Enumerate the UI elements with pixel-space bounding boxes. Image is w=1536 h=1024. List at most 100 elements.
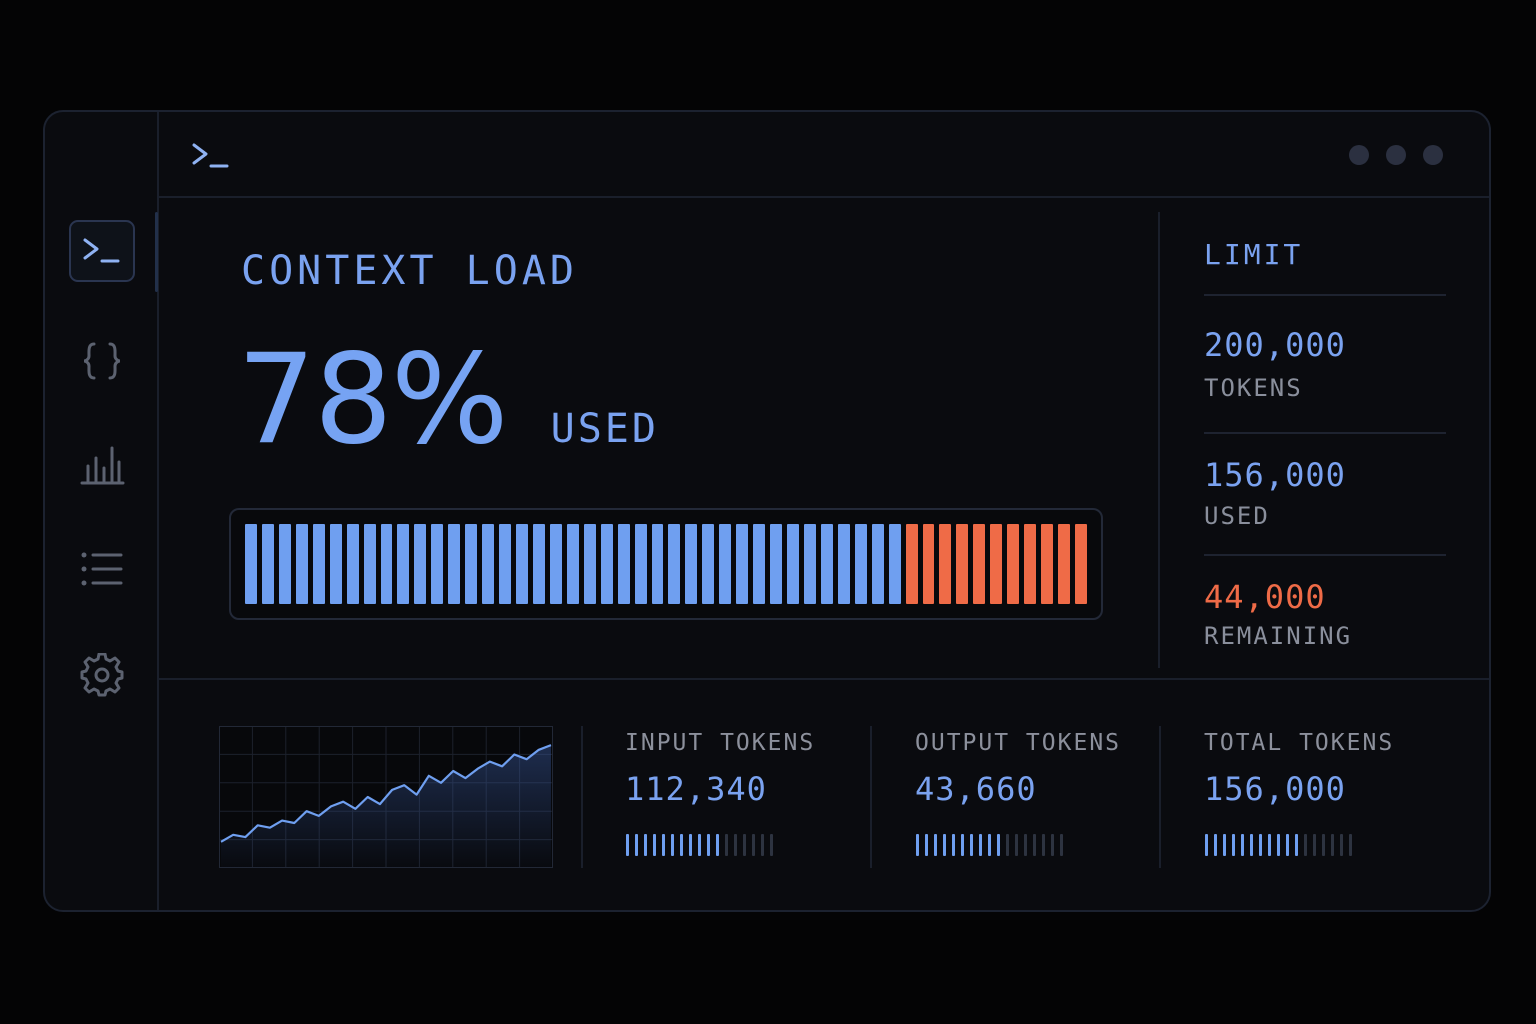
progress-segment-remaining	[1074, 524, 1087, 604]
meter-tick	[698, 834, 701, 856]
sidebar	[45, 112, 159, 910]
window-controls[interactable]	[1349, 145, 1443, 165]
context-progress-bar	[229, 508, 1103, 620]
limit-title: LIMIT	[1204, 238, 1304, 271]
context-load-panel: CONTEXT LOAD 78% USED	[159, 198, 1157, 680]
meter-tick	[635, 834, 638, 856]
progress-segment-used	[346, 524, 359, 604]
output-tokens-meter	[916, 834, 1063, 856]
meter-tick	[961, 834, 964, 856]
limit-tokens-value: 200,000	[1204, 326, 1346, 364]
sidebar-item-settings[interactable]	[69, 644, 135, 706]
meter-tick	[1349, 834, 1352, 856]
window-dot[interactable]	[1386, 145, 1406, 165]
progress-segment-used	[583, 524, 596, 604]
divider	[1204, 554, 1446, 556]
meter-tick	[979, 834, 982, 856]
output-tokens-label: OUTPUT TOKENS	[915, 730, 1122, 756]
remaining-tokens-label: REMAINING	[1204, 622, 1353, 650]
progress-segment-remaining	[1041, 524, 1053, 604]
input-tokens-value: 112,340	[625, 770, 767, 808]
meter-tick	[770, 834, 773, 856]
meter-tick	[1304, 834, 1307, 856]
sparkline-line	[220, 744, 552, 843]
meter-tick	[1214, 834, 1217, 856]
progress-segment-used	[651, 524, 664, 604]
progress-segments	[245, 524, 1087, 604]
progress-segment-remaining	[939, 524, 952, 604]
meter-tick	[1268, 834, 1271, 856]
progress-segment-remaining	[973, 524, 986, 604]
bar-chart-icon	[80, 446, 125, 485]
progress-segment-used	[532, 524, 545, 604]
meter-tick	[680, 834, 683, 856]
meter-tick	[1277, 834, 1280, 856]
metric-divider	[1159, 726, 1161, 868]
window-dot[interactable]	[1423, 145, 1443, 165]
gear-icon	[80, 653, 124, 697]
progress-segment-used	[397, 524, 410, 604]
progress-segment-used	[414, 524, 427, 604]
usage-percent: 78%	[237, 328, 509, 472]
limit-panel: LIMIT 200,000 TOKENS 156,000 USED 44,000…	[1160, 198, 1489, 680]
progress-segment-remaining	[922, 524, 935, 604]
remaining-tokens-value: 44,000	[1204, 578, 1326, 616]
progress-segment-used	[854, 524, 867, 604]
meter-tick	[1033, 834, 1036, 856]
progress-segment-used	[888, 524, 901, 604]
progress-segment-used	[295, 524, 308, 604]
meter-tick	[761, 834, 764, 856]
usage-readout: 78% USED	[237, 338, 659, 462]
progress-segment-used	[516, 524, 528, 604]
sidebar-item-code[interactable]	[69, 330, 135, 392]
progress-segment-used	[549, 524, 562, 604]
meter-tick	[1340, 834, 1343, 856]
progress-segment-used	[448, 524, 461, 604]
meter-tick	[988, 834, 991, 856]
meter-tick	[1060, 834, 1063, 856]
meter-tick	[644, 834, 647, 856]
progress-segment-used	[431, 524, 444, 604]
metric-divider	[581, 726, 583, 868]
progress-segment-used	[770, 524, 782, 604]
panel-divider	[1158, 212, 1160, 668]
meter-tick	[707, 834, 710, 856]
progress-segment-used	[685, 524, 698, 604]
meter-tick	[689, 834, 692, 856]
progress-segment-used	[787, 524, 799, 604]
progress-segment-used	[736, 524, 749, 604]
sidebar-item-analytics[interactable]	[69, 434, 135, 496]
meter-tick	[1042, 834, 1045, 856]
meter-tick	[1006, 834, 1009, 856]
sidebar-item-terminal[interactable]	[69, 220, 135, 282]
terminal-icon	[83, 238, 120, 263]
meter-tick	[752, 834, 755, 856]
progress-segment-remaining	[1058, 524, 1070, 604]
progress-segment-used	[329, 524, 342, 604]
meter-tick	[725, 834, 728, 856]
meter-tick	[734, 834, 737, 856]
progress-segment-used	[278, 524, 291, 604]
progress-segment-used	[380, 524, 393, 604]
progress-segment-used	[702, 524, 715, 604]
sidebar-item-list[interactable]	[69, 538, 135, 600]
progress-segment-used	[753, 524, 766, 604]
progress-segment-used	[719, 524, 732, 604]
header-bar	[159, 112, 1489, 198]
limit-tokens-label: TOKENS	[1204, 374, 1303, 402]
window-dot[interactable]	[1349, 145, 1369, 165]
meter-tick	[970, 834, 973, 856]
meter-tick	[952, 834, 955, 856]
progress-segment-used	[482, 524, 495, 604]
progress-segment-used	[566, 524, 579, 604]
total-tokens-label: TOTAL TOKENS	[1204, 730, 1395, 756]
progress-segment-used	[600, 524, 613, 604]
meter-tick	[1322, 834, 1325, 856]
metric-divider	[870, 726, 872, 868]
progress-segment-used	[261, 524, 274, 604]
progress-segment-remaining	[905, 524, 918, 604]
meter-tick	[1024, 834, 1027, 856]
meter-tick	[943, 834, 946, 856]
meter-tick	[716, 834, 719, 856]
progress-segment-used	[465, 524, 478, 604]
